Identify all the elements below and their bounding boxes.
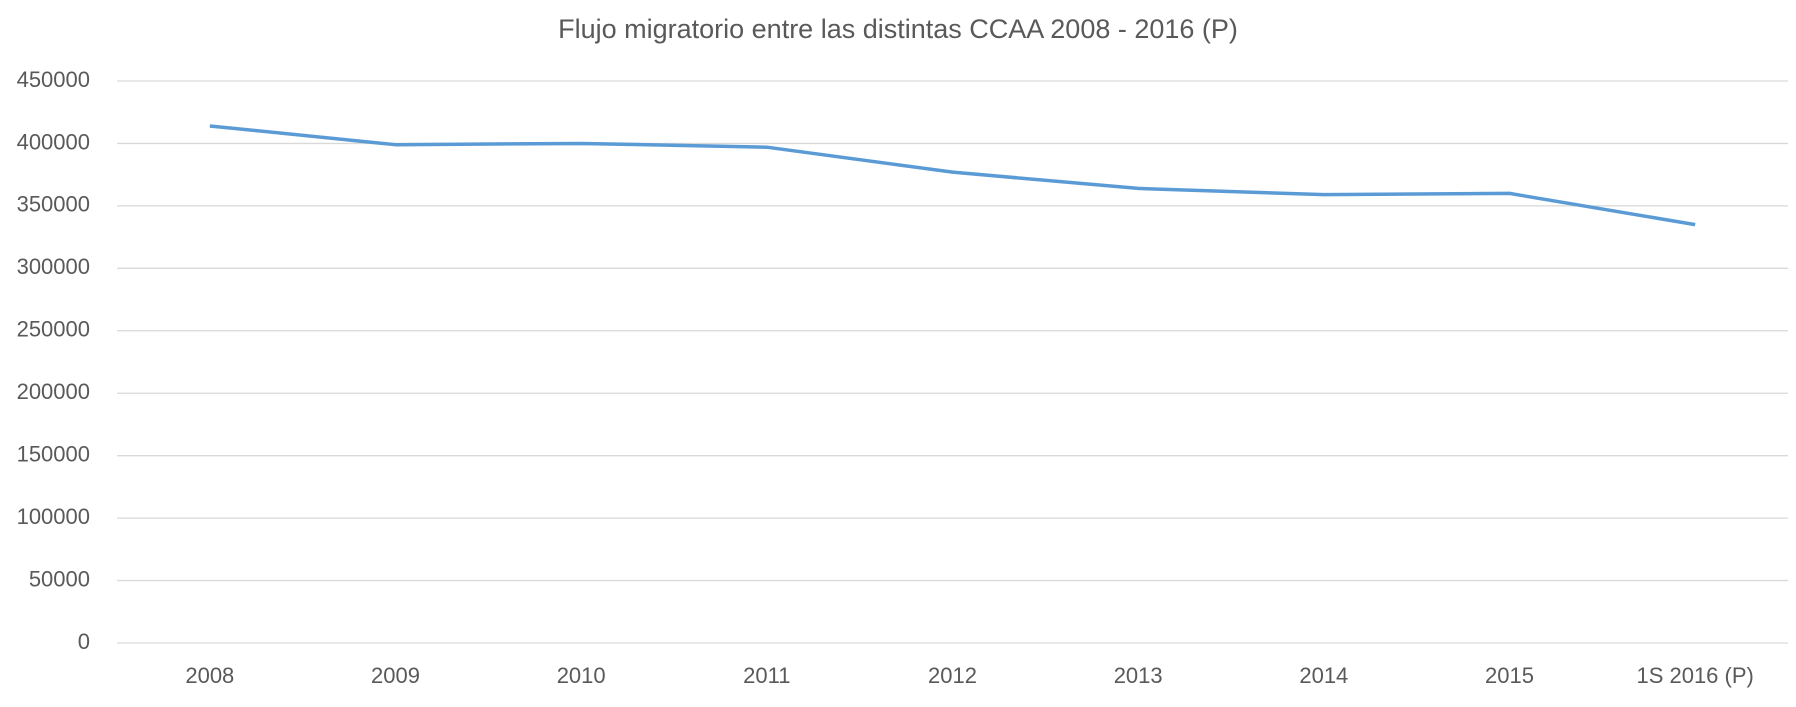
x-tick-label: 2012 bbox=[928, 663, 977, 688]
x-tick-label: 2015 bbox=[1485, 663, 1534, 688]
x-tick-label: 1S 2016 (P) bbox=[1636, 663, 1753, 688]
y-tick-label: 400000 bbox=[17, 129, 90, 154]
y-tick-label: 300000 bbox=[17, 254, 90, 279]
y-tick-label: 150000 bbox=[17, 441, 90, 466]
y-tick-label: 50000 bbox=[29, 566, 90, 591]
y-tick-label: 200000 bbox=[17, 379, 90, 404]
x-tick-label: 2010 bbox=[557, 663, 606, 688]
chart-title: Flujo migratorio entre las distintas CCA… bbox=[558, 14, 1238, 44]
x-tick-label: 2014 bbox=[1299, 663, 1348, 688]
x-tick-label: 2008 bbox=[185, 663, 234, 688]
y-tick-label: 100000 bbox=[17, 504, 90, 529]
y-tick-label: 350000 bbox=[17, 192, 90, 217]
x-tick-label: 2011 bbox=[743, 663, 790, 688]
x-tick-label: 2013 bbox=[1114, 663, 1163, 688]
y-tick-label: 450000 bbox=[17, 67, 90, 92]
y-tick-label: 0 bbox=[78, 629, 90, 654]
x-tick-label: 2009 bbox=[371, 663, 420, 688]
data-line bbox=[209, 124, 1696, 227]
y-tick-label: 250000 bbox=[17, 317, 90, 342]
